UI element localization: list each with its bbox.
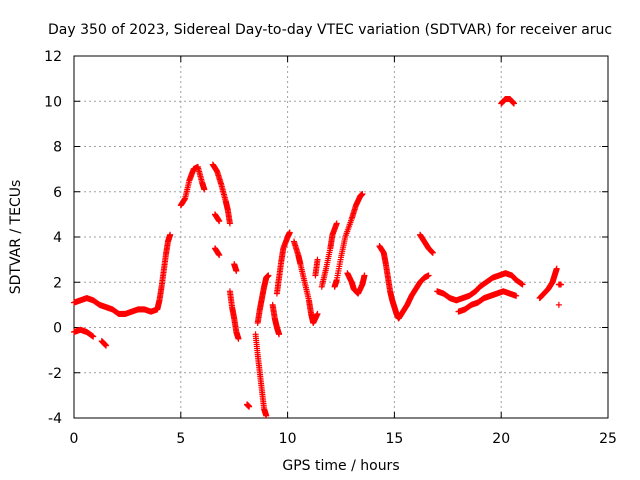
data-point: [333, 220, 340, 227]
grid-lines: [74, 56, 608, 418]
data-point: [361, 272, 368, 279]
data-point: [103, 342, 110, 349]
y-tick-label: -4: [48, 411, 62, 427]
data-point: [233, 267, 240, 274]
data-point: [235, 335, 242, 342]
x-tick-label: 5: [176, 431, 185, 447]
x-tick-labels: 0 5 10 15 20 25: [70, 56, 617, 447]
x-tick-label: 10: [279, 431, 297, 447]
x-tick-label: 15: [385, 431, 403, 447]
data-point: [425, 272, 432, 279]
y-axis-label: SDTVAR / TECUs: [8, 180, 24, 295]
x-tick-label: 25: [599, 431, 617, 447]
x-tick-label: 0: [70, 431, 79, 447]
data-point: [216, 218, 223, 225]
data-point: [519, 281, 526, 288]
y-tick-label: 12: [44, 49, 62, 65]
data-point: [513, 292, 520, 299]
data-point: [167, 231, 174, 238]
data-point: [314, 310, 321, 317]
data-point: [226, 220, 233, 227]
y-tick-label: 4: [53, 230, 62, 246]
data-point: [558, 281, 565, 288]
y-tick-label: 2: [53, 275, 62, 291]
y-tick-labels: -4 -2 0 2 4 6 8 10 12: [44, 49, 608, 427]
y-tick-label: 10: [44, 94, 62, 110]
y-tick-label: -2: [48, 366, 62, 382]
data-point: [216, 252, 223, 259]
data-point: [286, 229, 293, 236]
chart-title: Day 350 of 2023, Sidereal Day-to-day VTE…: [48, 22, 612, 38]
data-point: [276, 331, 283, 338]
data-points: [71, 95, 565, 419]
data-point: [555, 301, 562, 308]
y-tick-label: 6: [53, 185, 62, 201]
data-point: [359, 191, 366, 198]
data-point: [429, 249, 436, 256]
data-point: [553, 265, 560, 272]
data-point: [314, 256, 321, 263]
data-point: [201, 186, 208, 193]
y-tick-label: 8: [53, 140, 62, 156]
data-point: [265, 272, 272, 279]
data-point: [263, 412, 270, 419]
x-tick-label: 20: [492, 431, 510, 447]
x-axis-label: GPS time / hours: [282, 458, 399, 474]
y-tick-label: 0: [53, 321, 62, 337]
data-point: [511, 100, 518, 107]
data-point: [246, 403, 253, 410]
data-point: [90, 333, 97, 340]
